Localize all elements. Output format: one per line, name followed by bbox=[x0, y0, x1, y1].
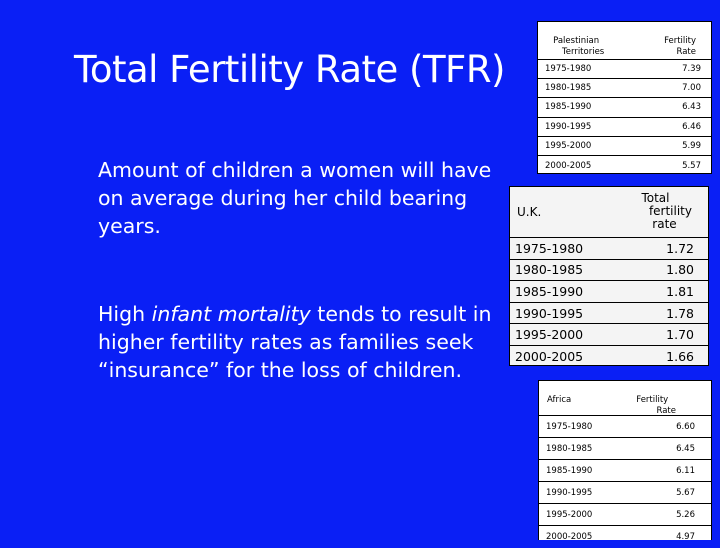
period-cell: 1975-1980 bbox=[515, 240, 584, 256]
header-region: Africa bbox=[547, 395, 572, 405]
table-header: Africa Fertility Rate bbox=[539, 381, 711, 416]
table-row: 2000-2005 5.57 bbox=[538, 156, 711, 175]
period-cell: 1975-1980 bbox=[545, 64, 592, 75]
period-cell: 1980-1985 bbox=[546, 443, 593, 454]
period-cell: 1995-2000 bbox=[545, 140, 592, 151]
table-row: 2000-2005 4.97 bbox=[539, 526, 711, 548]
table-row: 1975-1980 6.60 bbox=[539, 416, 711, 438]
table-row: 1980-1985 6.45 bbox=[539, 438, 711, 460]
period-cell: 2000-2005 bbox=[545, 160, 592, 171]
table-row: 1985-1990 6.43 bbox=[538, 98, 711, 118]
table-row: 1990-1995 1.78 bbox=[510, 303, 708, 325]
value-cell: 1.66 bbox=[666, 349, 694, 365]
period-cell: 1985-1990 bbox=[546, 465, 593, 476]
value-cell: 4.97 bbox=[676, 532, 695, 542]
value-cell: 5.99 bbox=[682, 140, 701, 151]
period-cell: 1990-1995 bbox=[546, 487, 593, 498]
header-rate-line3: rate bbox=[652, 217, 677, 231]
table-row: 1980-1985 1.80 bbox=[510, 260, 708, 282]
header-region-line1: Palestinian bbox=[553, 36, 600, 46]
period-cell: 1980-1985 bbox=[545, 83, 592, 94]
value-cell: 1.81 bbox=[666, 283, 694, 299]
period-cell: 1985-1990 bbox=[545, 102, 592, 113]
value-cell: 6.43 bbox=[682, 102, 701, 113]
header-rate: Total fertility rate bbox=[619, 192, 692, 231]
value-cell: 1.78 bbox=[666, 305, 694, 321]
header-rate-line1: Fertility bbox=[636, 395, 669, 405]
value-cell: 5.57 bbox=[682, 160, 701, 171]
header-rate-line2: Rate bbox=[656, 406, 677, 416]
uk-fertility-table: U.K. Total fertility rate 1975-1980 1.72 … bbox=[509, 186, 709, 366]
value-cell: 7.39 bbox=[682, 64, 701, 75]
table-row: 2000-2005 1.66 bbox=[510, 346, 708, 368]
header-region: U.K. bbox=[517, 205, 542, 219]
value-cell: 1.80 bbox=[666, 262, 694, 278]
table-row: 1995-2000 5.99 bbox=[538, 137, 711, 156]
header-region-line2: Territories bbox=[562, 47, 605, 57]
infant-mortality-term: infant mortality bbox=[151, 302, 311, 326]
period-cell: 1985-1990 bbox=[515, 283, 584, 299]
period-cell: 1990-1995 bbox=[545, 121, 592, 132]
header-rate-line1: Fertility bbox=[664, 36, 696, 46]
table-row: 1985-1990 1.81 bbox=[510, 281, 708, 303]
period-cell: 2000-2005 bbox=[515, 349, 584, 365]
table-row: 1985-1990 6.11 bbox=[539, 460, 711, 482]
value-cell: 6.45 bbox=[676, 443, 695, 454]
header-rate-line2: fertility bbox=[648, 204, 692, 218]
period-cell: 1975-1980 bbox=[546, 421, 593, 432]
period-cell: 1980-1985 bbox=[515, 262, 584, 278]
table-header: Palestinian Territories Fertility Rate bbox=[538, 22, 711, 60]
value-cell: 6.46 bbox=[682, 121, 701, 132]
header-rate-line2: Rate bbox=[676, 47, 697, 57]
value-cell: 5.26 bbox=[676, 509, 695, 520]
table-row: 1980-1985 7.00 bbox=[538, 79, 711, 99]
table-row: 1995-2000 5.26 bbox=[539, 504, 711, 526]
period-cell: 1995-2000 bbox=[515, 327, 584, 343]
table-row: 1990-1995 5.67 bbox=[539, 482, 711, 504]
header-region: Palestinian Territories bbox=[548, 36, 604, 58]
period-cell: 2000-2005 bbox=[546, 532, 593, 542]
value-cell: 1.72 bbox=[666, 240, 694, 256]
value-cell: 6.11 bbox=[676, 465, 695, 476]
paragraph-text-before: High bbox=[98, 302, 152, 326]
table-header: U.K. Total fertility rate bbox=[510, 187, 708, 238]
header-rate: Fertility Rate bbox=[664, 36, 696, 58]
table-row: 1975-1980 1.72 bbox=[510, 238, 708, 260]
table-row: 1990-1995 6.46 bbox=[538, 118, 711, 137]
value-cell: 6.60 bbox=[676, 421, 695, 432]
definition-paragraph: Amount of children a women will have on … bbox=[98, 158, 492, 238]
paragraph-text-after: tends to result in higher fertility rate… bbox=[98, 302, 492, 382]
value-cell: 5.67 bbox=[676, 487, 695, 498]
value-cell: 1.70 bbox=[666, 327, 694, 343]
africa-fertility-table: Africa Fertility Rate 1975-1980 6.60 1980… bbox=[538, 380, 712, 542]
header-rate-line1: Total bbox=[641, 191, 670, 205]
period-cell: 1990-1995 bbox=[515, 305, 584, 321]
palestinian-fertility-table: Palestinian Territories Fertility Rate 1… bbox=[537, 21, 712, 174]
slide-title: Total Fertility Rate (TFR) bbox=[74, 48, 505, 91]
infant-mortality-paragraph: High infant mortality tends to result in… bbox=[98, 300, 493, 384]
value-cell: 7.00 bbox=[682, 83, 701, 94]
period-cell: 1995-2000 bbox=[546, 509, 593, 520]
header-rate: Fertility Rate bbox=[629, 395, 677, 417]
table-row: 1975-1980 7.39 bbox=[538, 60, 711, 80]
table-row: 1995-2000 1.70 bbox=[510, 324, 708, 346]
